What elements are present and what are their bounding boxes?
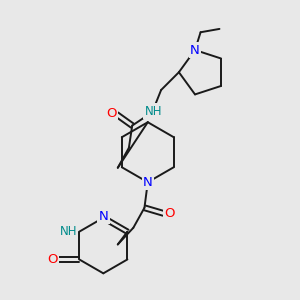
Text: NH: NH	[60, 225, 77, 238]
Text: NH: NH	[145, 105, 162, 118]
Text: N: N	[190, 44, 200, 56]
Text: O: O	[106, 107, 116, 120]
Text: N: N	[143, 176, 153, 189]
Text: O: O	[47, 253, 58, 266]
Text: O: O	[165, 207, 175, 220]
Text: N: N	[98, 210, 108, 223]
